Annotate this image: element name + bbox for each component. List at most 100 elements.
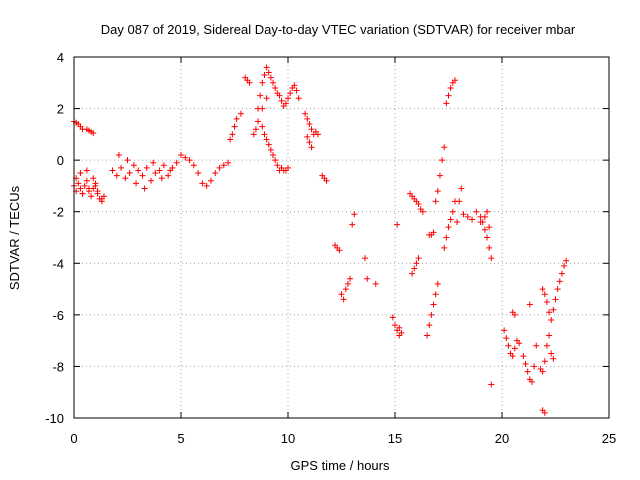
data-point	[469, 216, 476, 223]
series-arc-12-14h	[332, 211, 379, 303]
data-point	[528, 378, 535, 385]
data-point	[308, 126, 315, 133]
data-point	[509, 353, 516, 360]
data-point	[501, 327, 508, 334]
data-point	[434, 280, 441, 287]
series-arc-12h	[319, 172, 330, 184]
data-point	[556, 278, 563, 285]
data-point	[255, 105, 262, 112]
data-point	[481, 226, 488, 233]
data-point	[90, 175, 97, 182]
data-point	[441, 144, 448, 151]
y-tick-label: 2	[57, 102, 64, 117]
data-point	[152, 170, 159, 177]
data-point	[158, 175, 165, 182]
data-point	[541, 291, 548, 298]
series-arc-17h	[426, 144, 448, 238]
data-point	[449, 208, 456, 215]
data-point	[362, 255, 369, 262]
data-point	[347, 275, 354, 282]
data-point	[554, 286, 561, 293]
data-point	[505, 342, 512, 349]
data-point	[473, 208, 480, 215]
data-point	[270, 151, 277, 158]
data-point	[447, 216, 454, 223]
grid-lines	[74, 57, 609, 418]
data-point	[430, 301, 437, 308]
data-point	[122, 175, 129, 182]
data-point	[265, 69, 272, 76]
data-point	[98, 195, 105, 202]
x-axis-ticks: 0 5 10 15 20 25	[70, 57, 616, 446]
data-point	[349, 221, 356, 228]
data-point	[392, 322, 398, 329]
data-point	[83, 167, 90, 174]
data-point	[165, 172, 172, 179]
series-arc-2-5h	[109, 151, 180, 192]
data-point	[458, 185, 465, 192]
data-point	[396, 324, 403, 331]
data-point	[220, 162, 227, 169]
data-point	[229, 131, 236, 138]
data-point	[428, 311, 435, 318]
data-point	[276, 92, 283, 99]
data-point	[443, 234, 450, 241]
y-tick-label: -4	[52, 256, 64, 271]
data-point	[148, 177, 155, 184]
data-point	[143, 164, 150, 171]
y-axis-ticks: -10 -8 -6 -4 -2 0 2 4	[45, 50, 609, 426]
data-point	[456, 198, 463, 205]
data-point	[126, 170, 133, 177]
data-point	[548, 317, 555, 324]
data-point	[263, 136, 270, 143]
data-point	[79, 190, 86, 197]
data-point	[541, 358, 548, 365]
data-point	[561, 262, 568, 269]
data-point	[415, 255, 422, 262]
data-point	[287, 90, 294, 97]
data-point	[389, 314, 396, 321]
data-point	[133, 180, 140, 187]
data-point	[338, 291, 345, 298]
data-point	[85, 185, 92, 192]
data-point	[94, 188, 101, 195]
data-point	[231, 123, 238, 130]
data-point	[563, 257, 570, 264]
data-point	[265, 141, 272, 148]
data-point	[516, 340, 523, 347]
data-point	[543, 342, 550, 349]
data-point	[436, 172, 443, 179]
y-tick-label: -10	[45, 411, 64, 426]
data-point	[546, 332, 553, 339]
data-point	[77, 170, 84, 177]
data-point	[426, 322, 433, 329]
series-arc-15h	[389, 221, 405, 339]
y-tick-label: 4	[57, 50, 64, 65]
data-point	[261, 72, 268, 79]
data-point	[250, 131, 257, 138]
data-point	[398, 329, 405, 336]
y-tick-label: -8	[52, 359, 64, 374]
data-point	[199, 180, 206, 187]
data-point	[539, 368, 546, 375]
data-point	[488, 381, 495, 388]
data-point	[252, 126, 259, 133]
data-point	[225, 159, 232, 166]
data-point	[293, 87, 300, 94]
data-point	[113, 172, 120, 179]
data-point	[443, 100, 450, 107]
x-tick-label: 0	[70, 431, 77, 446]
data-point	[411, 265, 418, 272]
data-point	[541, 409, 548, 416]
data-point	[526, 301, 533, 308]
data-point	[550, 355, 557, 362]
data-point	[445, 224, 452, 231]
data-point	[282, 100, 289, 107]
data-point	[323, 177, 330, 184]
data-point	[308, 144, 315, 151]
data-point	[336, 247, 343, 254]
series-arc-20-21h	[501, 309, 523, 360]
data-point	[340, 296, 347, 303]
data-point	[182, 154, 189, 161]
